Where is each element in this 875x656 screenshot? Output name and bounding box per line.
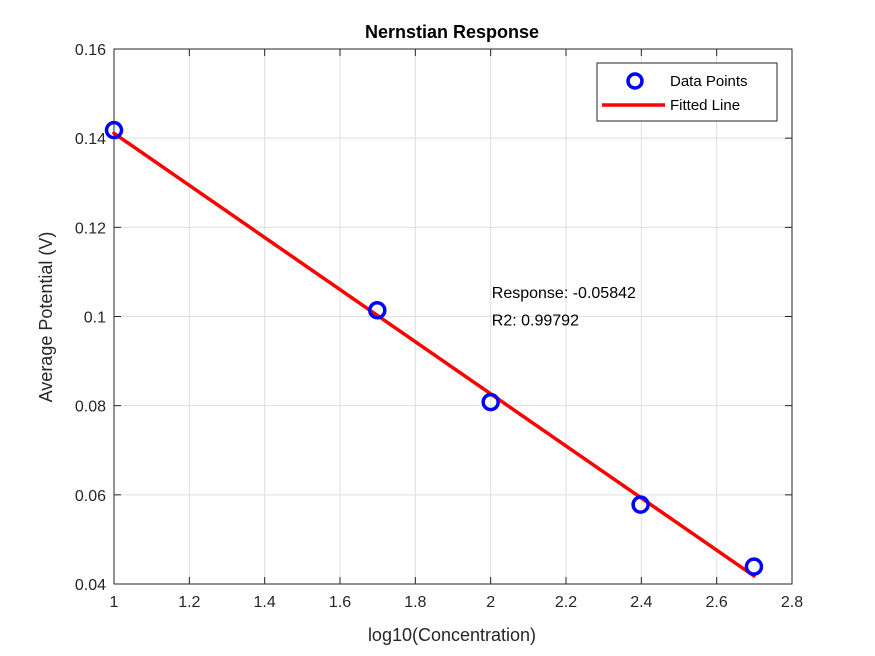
x-tick-label: 1.2	[178, 594, 200, 611]
y-tick-label: 0.08	[75, 399, 106, 416]
x-tick-label: 2.6	[706, 594, 728, 611]
y-axis-label: Average Potential (V)	[36, 232, 56, 403]
legend-entry-label: Fitted Line	[670, 97, 740, 114]
data-point	[368, 301, 387, 320]
legend-marker-icon	[626, 72, 644, 90]
y-tick-label: 0.16	[75, 42, 106, 59]
y-tick-label: 0.04	[75, 577, 106, 594]
grid	[114, 49, 792, 584]
axes: 1 1.2 1.4 1.6 1.8 2 2.2 2.4 2.6 2.8 0.04 0.06 0.08 0.…	[75, 42, 803, 611]
legend: Data Points Fitted Line	[596, 62, 778, 122]
x-tick-label: 1.6	[329, 594, 351, 611]
y-tick-label: 0.1	[84, 310, 106, 327]
y-tick-label: 0.12	[75, 220, 106, 237]
x-tick-label: 2	[486, 594, 495, 611]
x-tick-label: 1.4	[254, 594, 276, 611]
x-axis-label: log10(Concentration)	[368, 625, 536, 645]
data-point	[104, 120, 124, 140]
annotation-text: R2: 0.99792	[492, 312, 579, 329]
x-tick-label: 1.8	[404, 594, 426, 611]
legend-entry-label: Data Points	[670, 73, 748, 90]
x-tick-label: 2.2	[555, 594, 577, 611]
x-tick-label: 2.8	[781, 594, 803, 611]
x-tick-label: 2.4	[630, 594, 652, 611]
y-tick-label: 0.14	[75, 131, 106, 148]
x-tick-label: 1	[110, 594, 119, 611]
chart-title: Nernstian Response	[365, 22, 539, 42]
plot-area	[104, 120, 764, 578]
y-tick-label: 0.06	[75, 488, 106, 505]
legend-box	[596, 62, 778, 122]
annotations: Response: -0.05842 R2: 0.99792	[492, 285, 636, 329]
annotation-text: Response: -0.05842	[492, 285, 636, 302]
axes-box	[113, 48, 793, 585]
data-point	[631, 495, 650, 514]
data-point	[481, 392, 500, 412]
data-point	[744, 557, 764, 576]
